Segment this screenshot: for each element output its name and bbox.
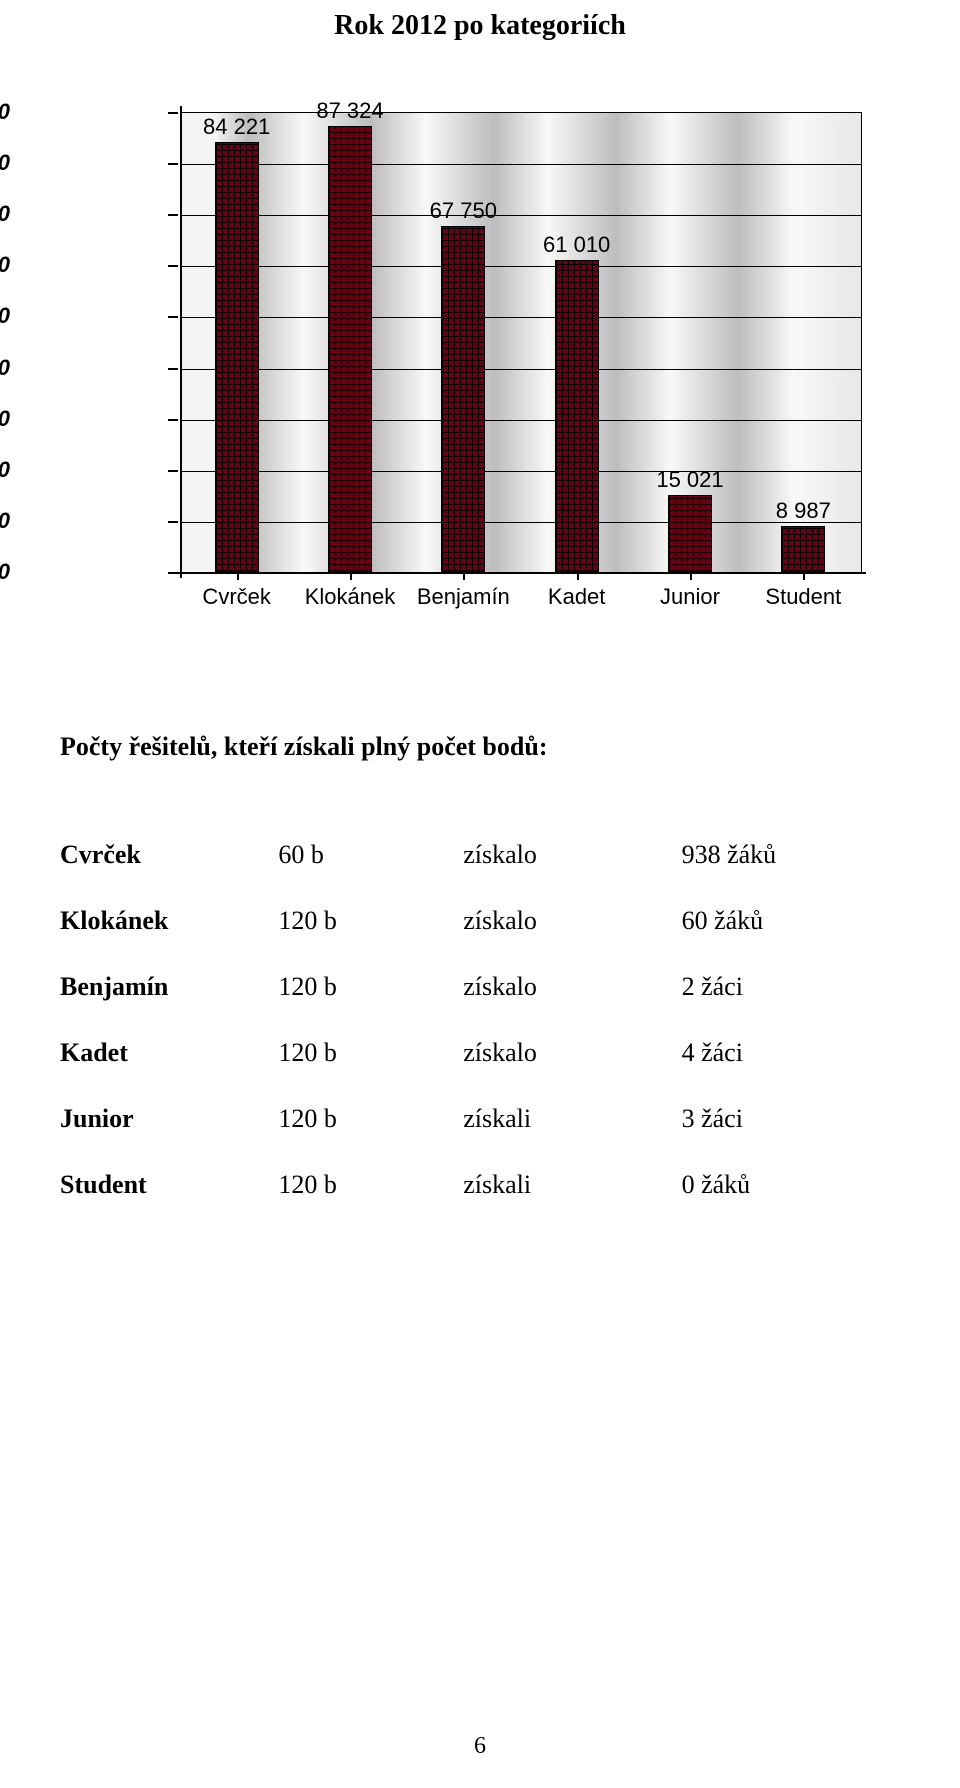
table-cell: získalo	[463, 954, 681, 1020]
chart-ytick	[168, 112, 178, 114]
table-cell: 4 žáci	[682, 1020, 900, 1086]
chart-plot-area	[180, 112, 862, 574]
chart-ytick	[168, 214, 178, 216]
table-row: Junior120 bzískali3 žáci	[60, 1086, 900, 1152]
chart-xtick	[463, 572, 465, 580]
chart-x-axis	[174, 572, 866, 574]
table-cell: Klokánek	[60, 888, 278, 954]
chart-ytick	[168, 419, 178, 421]
chart-xtick-label: Benjamín	[417, 584, 510, 610]
table-cell: 120 b	[278, 954, 463, 1020]
chart-ytick-label: 70 000	[0, 201, 10, 227]
table-cell: získali	[463, 1152, 681, 1218]
chart-gridline	[181, 164, 861, 165]
chart-xtick-label: Kadet	[548, 584, 606, 610]
chart-ytick-label: 90 000	[0, 99, 10, 125]
table-row: Cvrček60 bzískalo938 žáků	[60, 822, 900, 888]
chart-ytick-label: 80 000	[0, 150, 10, 176]
chart-gridline	[181, 471, 861, 472]
table-cell: získalo	[463, 1020, 681, 1086]
table-cell: 0 žáků	[682, 1152, 900, 1218]
chart-xtick	[577, 572, 579, 580]
table-cell: získali	[463, 1086, 681, 1152]
table-row: Benjamín120 bzískalo2 žáci	[60, 954, 900, 1020]
chart-xtick-label: Cvrček	[202, 584, 270, 610]
table-cell: 3 žáci	[682, 1086, 900, 1152]
chart-gridline	[181, 266, 861, 267]
chart-xtick	[690, 572, 692, 580]
table-cell: 938 žáků	[682, 822, 900, 888]
chart-xtick	[803, 572, 805, 580]
chart-xtick-label: Student	[765, 584, 841, 610]
table-cell: 120 b	[278, 1086, 463, 1152]
chart-ytick	[168, 163, 178, 165]
table-cell: Kadet	[60, 1020, 278, 1086]
chart-ytick-label: 20 000	[0, 457, 10, 483]
chart-gridline	[181, 420, 861, 421]
chart-ytick-label: 10 000	[0, 508, 10, 534]
chart-ytick	[168, 521, 178, 523]
page-title: Rok 2012 po kategoriích	[60, 0, 900, 112]
chart-ytick	[168, 316, 178, 318]
chart-ytick-label: 50 000	[0, 303, 10, 329]
chart-xtick	[237, 572, 239, 580]
chart-y-axis	[180, 106, 182, 578]
table-cell: 120 b	[278, 888, 463, 954]
chart-ytick-label: 40 000	[0, 355, 10, 381]
chart-gridline	[181, 317, 861, 318]
table-cell: získalo	[463, 888, 681, 954]
table-cell: 60 b	[278, 822, 463, 888]
chart-gridline	[181, 369, 861, 370]
table-cell: Cvrček	[60, 822, 278, 888]
table-row: Klokánek120 bzískalo60 žáků	[60, 888, 900, 954]
chart-gridline	[181, 215, 861, 216]
table-row: Student120 bzískali0 žáků	[60, 1152, 900, 1218]
bar-chart: 010 00020 00030 00040 00050 00060 00070 …	[80, 112, 880, 612]
table-cell: 120 b	[278, 1152, 463, 1218]
chart-ytick	[168, 572, 178, 574]
table-cell: Benjamín	[60, 954, 278, 1020]
solvers-table: Cvrček60 bzískalo938 žákůKlokánek120 bzí…	[60, 822, 900, 1218]
chart-xtick-label: Junior	[660, 584, 720, 610]
table-cell: Student	[60, 1152, 278, 1218]
table-cell: 60 žáků	[682, 888, 900, 954]
table-cell: získalo	[463, 822, 681, 888]
chart-ytick	[168, 265, 178, 267]
table-cell: Junior	[60, 1086, 278, 1152]
chart-ytick-label: 60 000	[0, 252, 10, 278]
subheading: Počty řešitelů, kteří získali plný počet…	[60, 732, 900, 762]
table-cell: 120 b	[278, 1020, 463, 1086]
chart-gridline	[181, 522, 861, 523]
chart-xtick	[350, 572, 352, 580]
chart-ytick-label: 0	[0, 559, 10, 585]
chart-xtick-label: Klokánek	[305, 584, 396, 610]
chart-container: 010 00020 00030 00040 00050 00060 00070 …	[80, 112, 880, 612]
chart-ytick	[168, 368, 178, 370]
chart-ytick	[168, 470, 178, 472]
page: Rok 2012 po kategoriích 010 00020 00030 …	[0, 0, 960, 1788]
chart-ytick-label: 30 000	[0, 406, 10, 432]
table-cell: 2 žáci	[682, 954, 900, 1020]
page-number: 6	[0, 1733, 960, 1760]
table-row: Kadet120 bzískalo4 žáci	[60, 1020, 900, 1086]
